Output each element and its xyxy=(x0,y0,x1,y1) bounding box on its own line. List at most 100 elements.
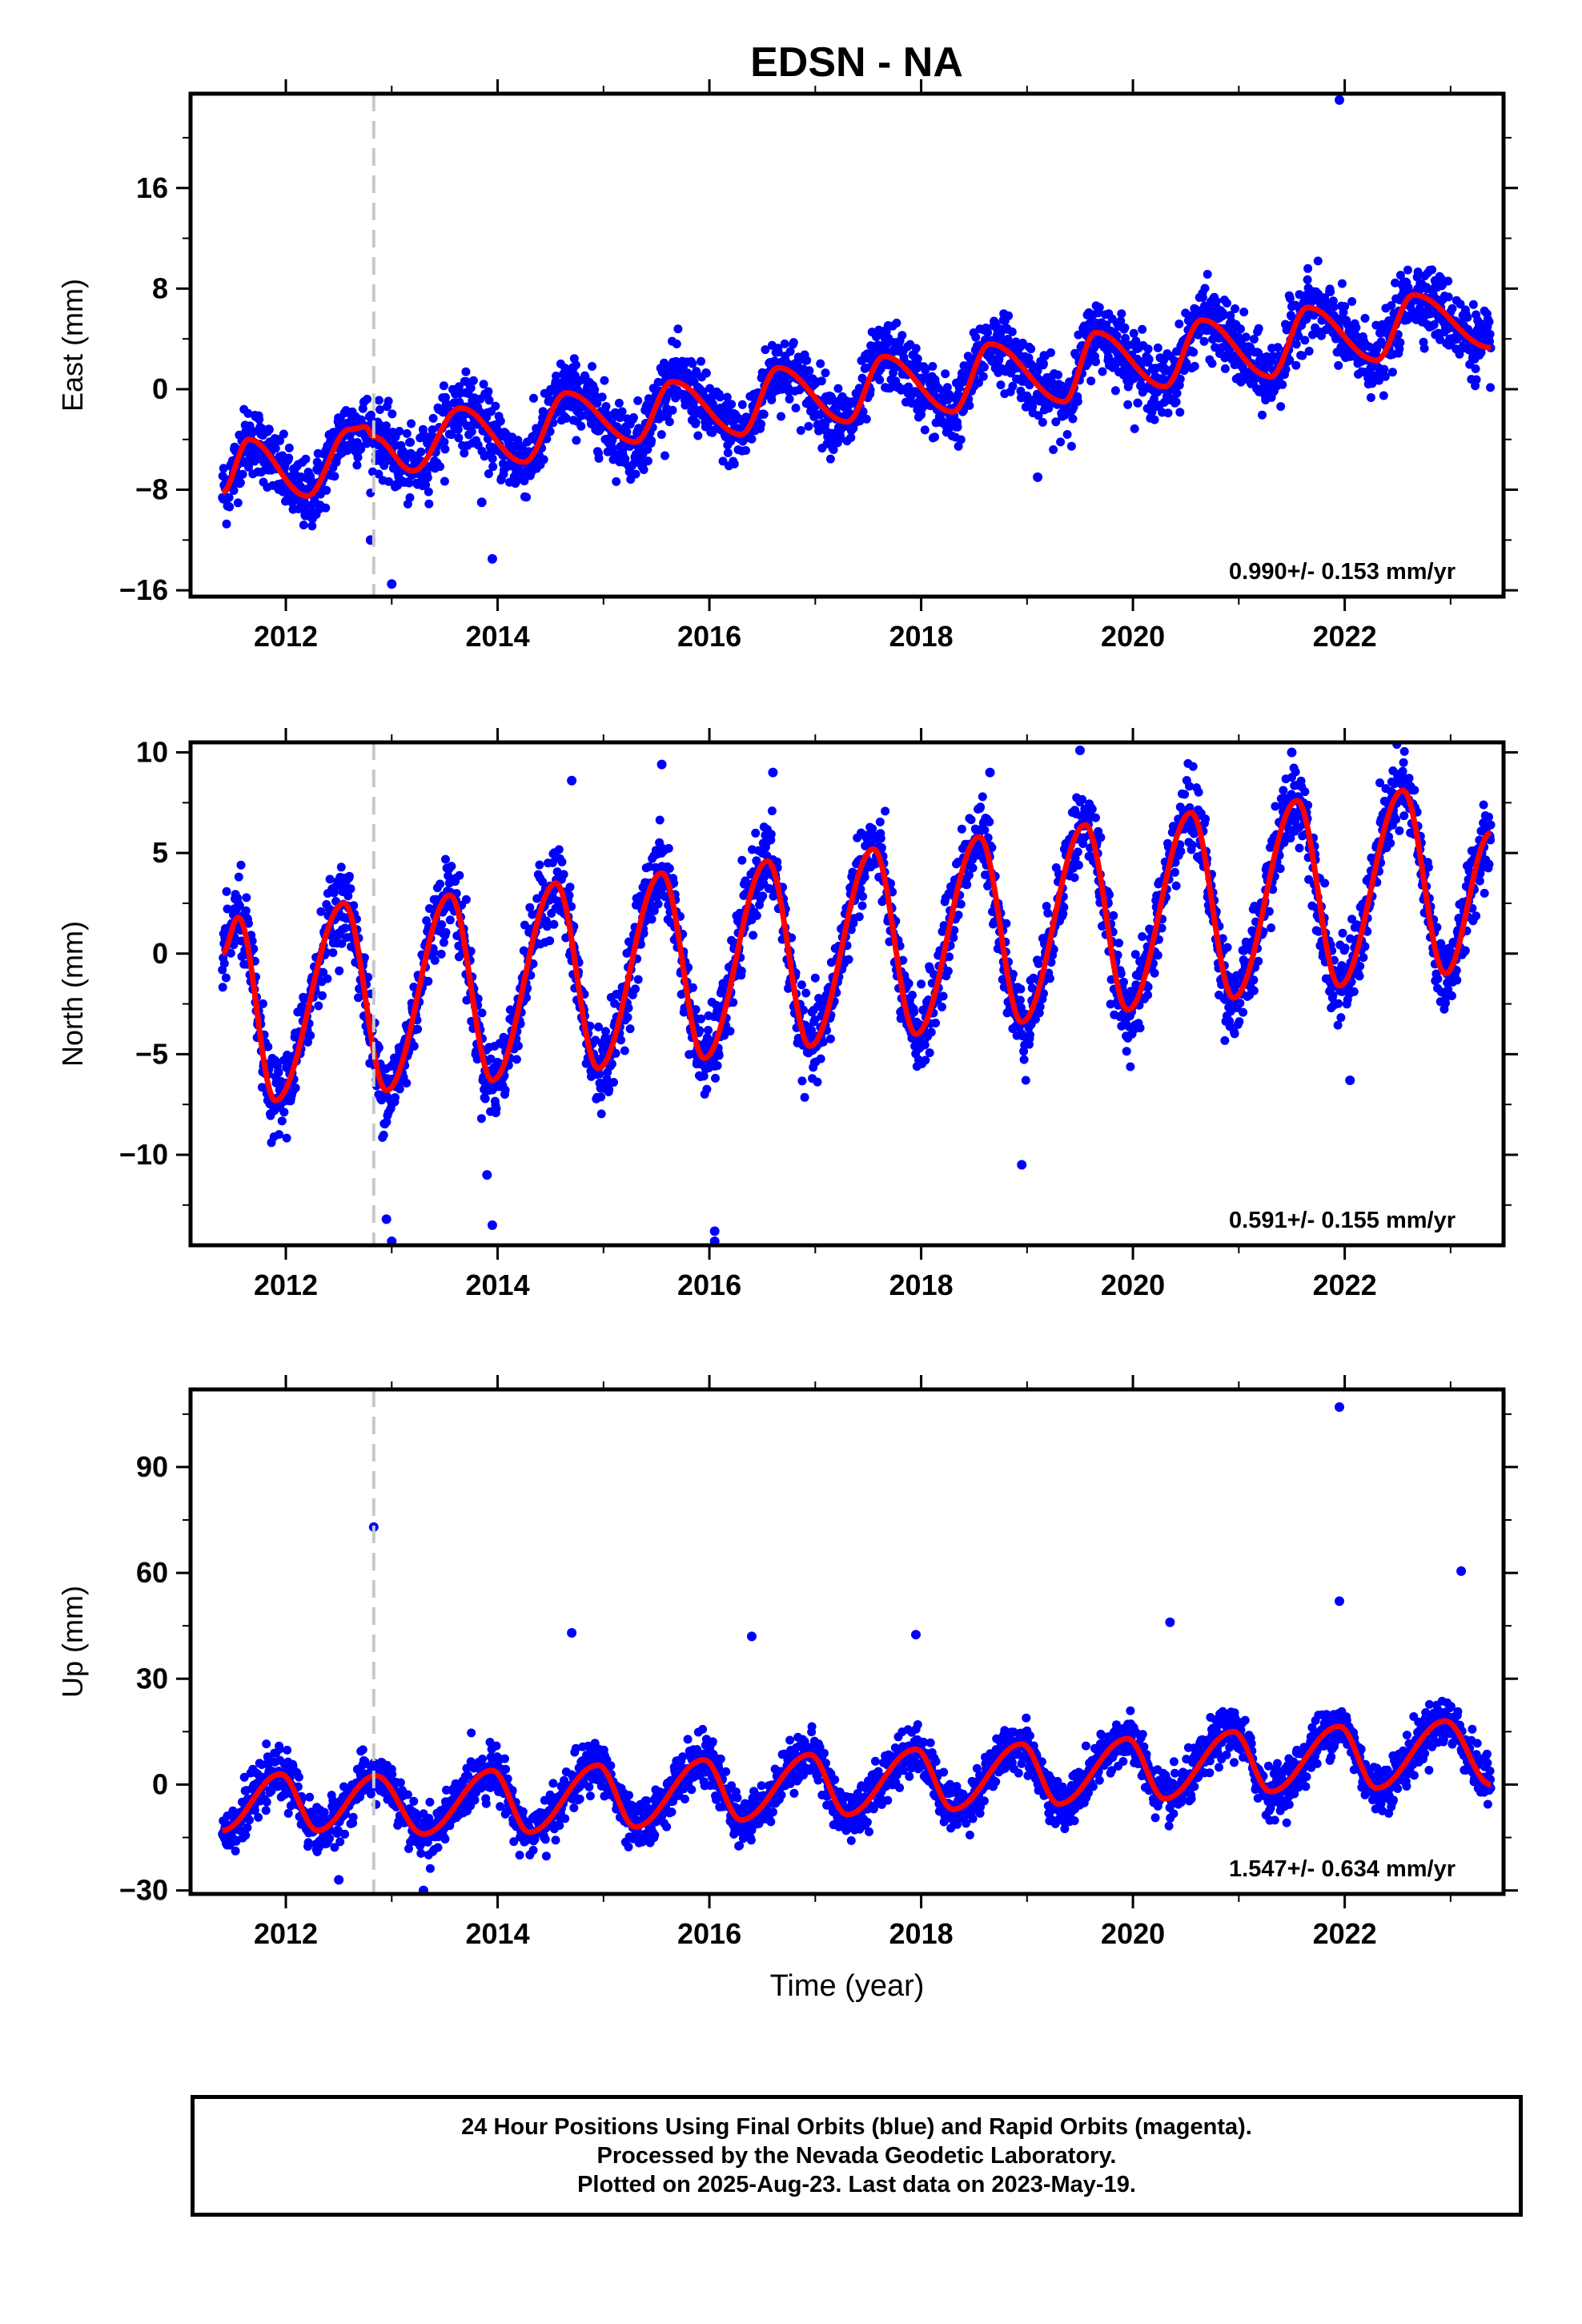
north-data-point xyxy=(908,991,917,1000)
east-data-point xyxy=(1351,323,1361,332)
north-data-point xyxy=(844,955,853,964)
east-data-point xyxy=(1485,329,1495,339)
north-data-point xyxy=(816,1054,825,1063)
east-data-point xyxy=(1143,344,1153,354)
east-data-point xyxy=(773,348,783,357)
east-data-point xyxy=(718,456,728,466)
east-data-point xyxy=(701,368,711,378)
east-data-point xyxy=(441,392,450,402)
north-data-point xyxy=(797,980,806,990)
east-data-point xyxy=(1249,335,1259,344)
east-ytick-label: 0 xyxy=(152,372,168,405)
east-data-point xyxy=(1360,314,1370,323)
east-xtick-label: 2012 xyxy=(254,620,318,653)
east-data-point xyxy=(941,369,950,379)
east-data-point xyxy=(1175,408,1185,417)
north-data-point xyxy=(236,860,246,870)
east-data-point xyxy=(954,441,963,451)
east-ytick-label: −16 xyxy=(119,573,168,606)
north-data-point xyxy=(1019,1055,1029,1064)
east-data-point xyxy=(561,413,571,423)
east-data-point xyxy=(1472,375,1481,384)
east-data-point xyxy=(522,493,531,502)
east-data-point xyxy=(576,421,586,431)
east-data-point xyxy=(777,412,785,421)
east-data-point xyxy=(356,444,366,454)
north-data-point xyxy=(1002,919,1011,928)
east-data-point xyxy=(1276,402,1286,412)
east-data-point xyxy=(447,430,456,440)
east-data-point xyxy=(1138,324,1147,334)
east-data-point xyxy=(691,417,701,427)
north-data-point xyxy=(876,834,885,843)
east-data-point xyxy=(689,400,698,409)
east-data-point xyxy=(1220,364,1230,373)
east-data-point xyxy=(1066,441,1076,451)
east-outlier-point xyxy=(1335,94,1344,105)
east-data-point xyxy=(1046,348,1055,357)
north-data-point xyxy=(800,1092,809,1102)
east-data-point xyxy=(617,407,627,416)
east-data-point xyxy=(833,384,843,393)
north-data-point xyxy=(379,1130,388,1140)
east-data-point xyxy=(1468,300,1478,309)
east-data-point xyxy=(861,414,871,424)
east-data-point xyxy=(491,401,500,411)
north-data-point xyxy=(424,976,433,986)
north-data-point xyxy=(259,999,267,1008)
east-data-point xyxy=(520,476,529,486)
north-data-point xyxy=(704,1026,713,1035)
east-data-point xyxy=(1034,411,1043,420)
north-data-point xyxy=(391,1093,400,1102)
north-data-point xyxy=(549,919,559,929)
east-data-point xyxy=(592,399,602,408)
east-frame xyxy=(188,91,1506,599)
east-data-point xyxy=(1123,400,1133,409)
east-data-point xyxy=(672,340,681,348)
east-data-point xyxy=(708,428,717,437)
north-data-point xyxy=(1021,1076,1030,1085)
east-data-point xyxy=(608,435,617,444)
east-data-point xyxy=(757,420,766,428)
north-data-point xyxy=(825,1034,835,1043)
east-data-point xyxy=(1239,308,1249,317)
north-data-point xyxy=(647,915,656,924)
east-data-point xyxy=(729,459,739,468)
east-data-point xyxy=(229,486,239,495)
east-data-point xyxy=(552,372,561,380)
east-data-point xyxy=(1129,328,1138,338)
north-data-point xyxy=(328,948,338,958)
east-data-point xyxy=(1117,309,1126,319)
east-data-point xyxy=(384,476,394,486)
north-data-point xyxy=(711,1073,720,1083)
east-data-point xyxy=(284,443,294,452)
north-data-point xyxy=(480,1094,490,1104)
east-data-point xyxy=(601,402,611,411)
north-data-point xyxy=(697,1014,705,1023)
east-data-point xyxy=(1038,417,1047,427)
east-data-point xyxy=(928,362,938,371)
north-data-point xyxy=(1026,1030,1034,1039)
east-data-point xyxy=(1068,414,1078,424)
east-data-point xyxy=(785,394,794,404)
east-xtick-label: 2016 xyxy=(677,620,741,653)
north-data-point xyxy=(767,806,777,816)
east-data-point xyxy=(785,347,795,356)
east-data-point xyxy=(539,455,548,464)
north-data-point xyxy=(336,862,346,872)
east-data-point xyxy=(983,328,993,337)
east-data-point xyxy=(1054,370,1062,380)
north-data-point xyxy=(314,1001,323,1011)
east-data-point xyxy=(668,405,677,415)
east-points xyxy=(218,94,1496,589)
north-data-point xyxy=(620,1046,629,1055)
east-data-point xyxy=(953,422,962,432)
north-data-point xyxy=(702,1084,712,1094)
east-data-point xyxy=(1273,343,1283,352)
east-data-point xyxy=(722,392,732,402)
east-data-point xyxy=(1300,336,1310,345)
east-data-point xyxy=(1131,336,1141,346)
east-data-point xyxy=(467,427,476,436)
north-data-point xyxy=(557,857,567,866)
north-data-point xyxy=(344,871,354,881)
